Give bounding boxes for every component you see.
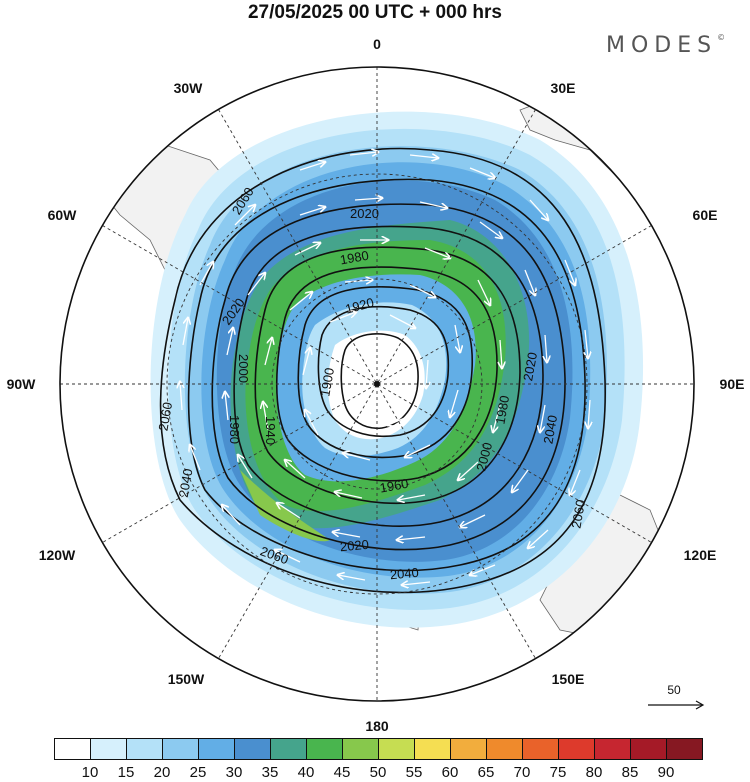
- colorbar: [54, 738, 703, 762]
- colorbar-swatch: [594, 738, 631, 760]
- contour-label: 2000: [236, 354, 251, 383]
- chart-title: 27/05/2025 00 UTC + 000 hrs: [247, 2, 503, 23]
- contour-1900: [340, 332, 419, 430]
- lon-label-90e: 90E: [720, 376, 745, 392]
- contour-label: 2000: [473, 441, 495, 473]
- colorbar-tick-label: 45: [333, 764, 351, 781]
- lon-label-0: 0: [373, 36, 381, 52]
- wind-vectors: [180, 152, 590, 585]
- colorbar-swatch: [126, 738, 163, 760]
- contour-2040: [187, 178, 586, 572]
- polar-map: 2060 2020 1980 1920 1900 1940 1980 2000 …: [7, 36, 745, 734]
- colorbar-tick-label: 30: [225, 764, 243, 781]
- contour-label: 2020: [350, 206, 379, 221]
- lon-label-150w: 150W: [168, 671, 205, 687]
- brand-logo: MODES©: [606, 33, 726, 58]
- colorbar-tick-label: 15: [117, 764, 135, 781]
- colorbar-tick-label: 65: [477, 764, 495, 781]
- colorbar-tick-label: 25: [189, 764, 207, 781]
- colorbar-tick-label: 90: [657, 764, 675, 781]
- colorbar-swatch: [162, 738, 199, 760]
- colorbar-tick-labels: 10 15 20 25 30 35 40 45 50 55 60 65 70 75 80 85 90: [54, 764, 702, 782]
- longitude-labels: 0 30E 60E 90E 120E 150E 180 150W 120W 90…: [7, 36, 745, 734]
- colorbar-tick-label: 60: [441, 764, 459, 781]
- contour-2000: [233, 225, 544, 527]
- lon-label-180: 180: [365, 718, 389, 734]
- contour-label: 1960: [378, 476, 409, 496]
- colorbar-tick-label: 40: [297, 764, 315, 781]
- contour-label: 1920: [344, 295, 376, 317]
- contour-label: 2060: [568, 498, 588, 529]
- colorbar-swatch: [234, 738, 271, 760]
- colorbar-swatch: [666, 738, 703, 760]
- lon-label-30w: 30W: [174, 80, 204, 96]
- colorbar-tick-label: 70: [513, 764, 531, 781]
- colorbar-tick-label: 75: [549, 764, 567, 781]
- map-boundary: [59, 66, 695, 702]
- south-pole-marker: [374, 381, 380, 387]
- lon-label-60w: 60W: [48, 207, 78, 223]
- colorbar-swatch: [486, 738, 523, 760]
- colorbar-swatch: [54, 738, 91, 760]
- colorbar-tick-label: 20: [153, 764, 171, 781]
- contour-label: 1980: [227, 415, 242, 444]
- colorbar-swatch: [522, 738, 559, 760]
- colorbar-swatch: [558, 738, 595, 760]
- lon-label-60e: 60E: [693, 207, 718, 223]
- colorbar-swatch: [630, 738, 667, 760]
- contour-label: 1940: [263, 416, 278, 445]
- contour-label: 1980: [339, 248, 370, 268]
- lon-label-30e: 30E: [551, 80, 576, 96]
- colorbar-swatch: [342, 738, 379, 760]
- colorbar-tick-label: 80: [585, 764, 603, 781]
- reference-vector: 50: [648, 683, 705, 710]
- contour-2020: [211, 203, 566, 551]
- contour-label: 1900: [317, 367, 337, 398]
- colorbar-swatch: [378, 738, 415, 760]
- contour-label: 2020: [339, 537, 369, 554]
- colorbar-swatch: [306, 738, 343, 760]
- contour-label: 1980: [492, 394, 512, 425]
- lon-label-90w: 90W: [7, 376, 37, 392]
- contour-label: 2040: [389, 565, 419, 582]
- contour-label: 2040: [540, 414, 560, 445]
- colorbar-tick-label: 35: [261, 764, 279, 781]
- colorbar-swatch: [198, 738, 235, 760]
- contour-label: 2060: [155, 401, 175, 432]
- lon-label-120w: 120W: [39, 547, 76, 563]
- contour-1920: [317, 305, 450, 438]
- contour-1940: [297, 286, 474, 459]
- colorbar-tick-label: 50: [369, 764, 387, 781]
- reference-vector-label: 50: [667, 683, 681, 697]
- colorbar-tick-label: 55: [405, 764, 423, 781]
- lon-label-150e: 150E: [552, 671, 585, 687]
- contour-1980: [254, 246, 521, 505]
- contour-label: 2020: [520, 351, 540, 382]
- graticule: [60, 67, 694, 701]
- lon-label-120e: 120E: [684, 547, 717, 563]
- colorbar-swatch: [450, 738, 487, 760]
- colorbar-tick-label: 10: [81, 764, 99, 781]
- contour-label: 2040: [176, 467, 196, 498]
- colorbar-swatch: [270, 738, 307, 760]
- colorbar-swatch: [414, 738, 451, 760]
- colorbar-swatch: [90, 738, 127, 760]
- colorbar-tick-label: 85: [621, 764, 639, 781]
